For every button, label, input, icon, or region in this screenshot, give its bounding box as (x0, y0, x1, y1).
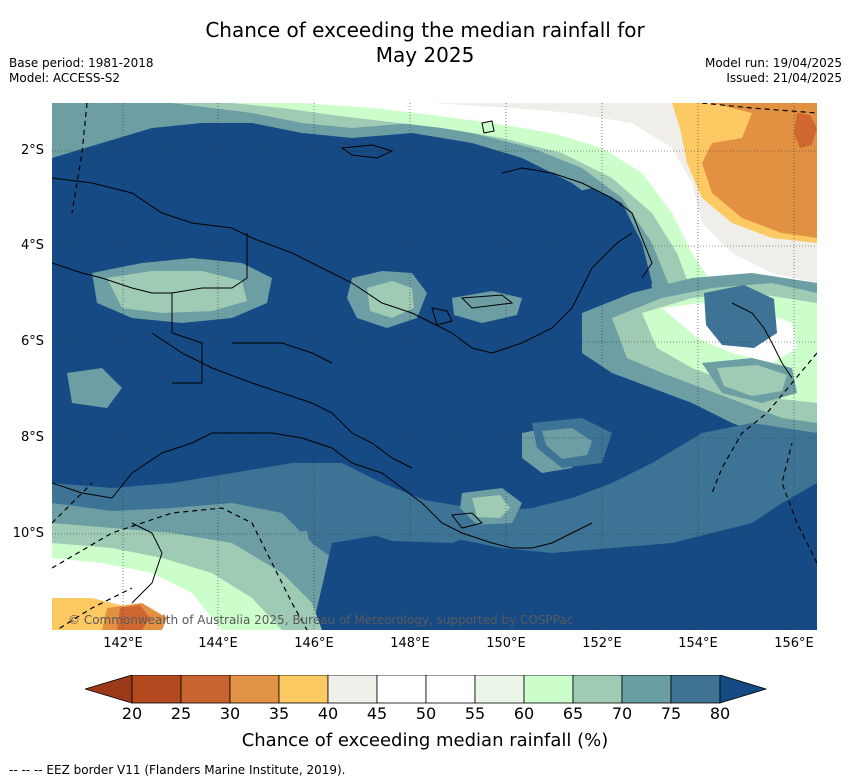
title-line-2: May 2025 (375, 43, 475, 67)
northeast-25 (794, 113, 817, 148)
base-period: Base period: 1981-2018 (9, 56, 154, 70)
colorbar (85, 675, 767, 704)
lon-label-148e: 148°E (390, 636, 430, 651)
colorbar-tick-label: 45 (366, 704, 388, 723)
eez-footnote: -- -- -- EEZ border V11 (Flanders Marine… (9, 763, 346, 777)
title-line-1: Chance of exceeding the median rainfall … (205, 18, 645, 42)
colorbar-segment (180, 675, 231, 704)
southwest-patch-70 (274, 531, 312, 573)
rainfall-map (52, 103, 817, 630)
colorbar-tick-label: 60 (513, 704, 535, 723)
colorbar-tick-label: 75 (660, 704, 682, 723)
lon-label-144e: 144°E (198, 636, 238, 651)
lat-label-10s: 10°S (12, 526, 44, 541)
south-patch-75 (352, 498, 492, 543)
northeast-30 (702, 103, 817, 238)
lat-label-8s: 8°S (20, 430, 44, 445)
png-tail-65 (472, 495, 510, 518)
lon-label-142e: 142°E (103, 636, 143, 651)
colorbar-segment (670, 675, 721, 704)
colorbar-tick-label: 65 (562, 704, 584, 723)
lon-label-150e: 150°E (486, 636, 526, 651)
meta-left: Base period: 1981-2018 Model: ACCESS-S2 (9, 56, 154, 86)
colorbar-segment (523, 675, 574, 704)
west-lowland-70 (67, 368, 122, 408)
colorbar-tick-label: 80 (709, 704, 731, 723)
southwest-25 (117, 605, 150, 630)
bougainville-75 (704, 285, 777, 348)
colorbar-tick-label: 40 (317, 704, 339, 723)
colorbar-tick-label: 70 (611, 704, 633, 723)
meta-right: Model run: 19/04/2025 Issued: 21/04/2025 (705, 56, 842, 86)
colorbar-segment (425, 675, 476, 704)
colorbar-tick-label: 35 (268, 704, 290, 723)
lat-label-4s: 4°S (20, 238, 44, 253)
central-patch-65 (367, 281, 414, 318)
colorbar-tick-label: 50 (415, 704, 437, 723)
colorbar-segment (376, 675, 427, 704)
colorbar-segment (621, 675, 672, 704)
coastlines (52, 120, 793, 604)
lon-label-156e: 156°E (774, 636, 814, 651)
south-deep-80 (312, 483, 817, 630)
lon-label-152e: 152°E (582, 636, 622, 651)
colorbar-segment (474, 675, 525, 704)
central-patch-east-70 (452, 291, 522, 323)
colorbar-low-extend (85, 675, 133, 704)
copyright-text: © Commonwealth of Australia 2025, Bureau… (68, 613, 574, 627)
lon-label-146e: 146°E (294, 636, 334, 651)
eez-borders (52, 103, 817, 630)
colorbar-segment (572, 675, 623, 704)
colorbar-segments (131, 675, 721, 704)
colorbar-segment (278, 675, 329, 704)
colorbar-tick-label: 25 (170, 704, 192, 723)
colorbar-tick-label: 20 (121, 704, 143, 723)
colorbar-label: Chance of exceeding median rainfall (%) (241, 730, 609, 751)
model-run: Model run: 19/04/2025 (704, 56, 842, 70)
colorbar-high-extend (719, 675, 767, 704)
south-bight-70 (542, 428, 592, 459)
colorbar-segment (229, 675, 280, 704)
colorbar-segment (131, 675, 182, 704)
colorbar-tick-label: 30 (219, 704, 241, 723)
east-lower-65 (717, 365, 787, 396)
lat-label-2s: 2°S (20, 143, 44, 158)
lat-label-6s: 6°S (20, 334, 44, 349)
colorbar-segment (327, 675, 378, 704)
chart-title: Chance of exceeding the median rainfall … (0, 18, 850, 68)
issued-date: Issued: 21/04/2025 (726, 71, 842, 85)
colorbar-tick-label: 55 (464, 704, 486, 723)
lon-label-154e: 154°E (678, 636, 718, 651)
model-name: Model: ACCESS-S2 (9, 71, 121, 85)
